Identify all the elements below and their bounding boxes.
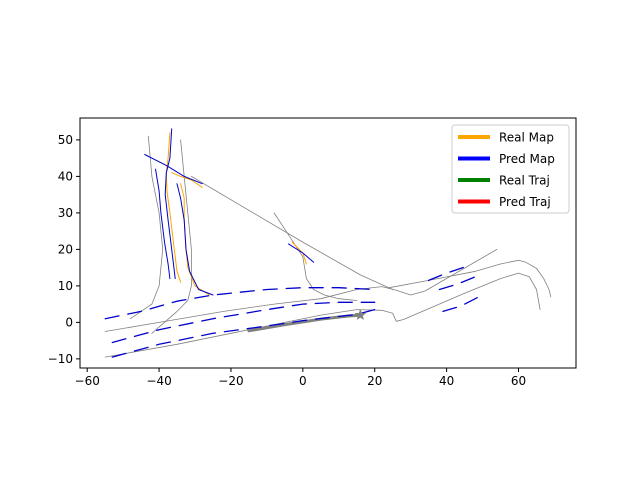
x-axis: −60 −40 −20 0 20 40 60	[75, 368, 526, 388]
series-real-map-9	[171, 172, 203, 188]
series-pred-map-13	[155, 168, 171, 280]
series-pred-map-14	[144, 154, 203, 185]
series-pred-map-dashed-18	[111, 301, 376, 344]
y-tick-label: 30	[58, 206, 73, 220]
series-pred-map-16	[288, 243, 315, 263]
legend-label-2: Real Traj	[499, 174, 550, 188]
series-context-lane-6	[151, 139, 192, 334]
series-context-lane-5	[129, 135, 164, 320]
x-tick-label: −20	[218, 374, 243, 388]
series-pred-map-15	[176, 183, 214, 296]
x-tick-label: 20	[367, 374, 382, 388]
y-tick-label: 50	[58, 133, 73, 147]
y-tick-label: 10	[58, 279, 73, 293]
series-real-map-8	[165, 132, 182, 283]
x-tick-label: −40	[146, 374, 171, 388]
x-tick-label: −60	[75, 374, 100, 388]
legend-label-1: Pred Map	[499, 152, 555, 166]
y-tick-label: 20	[58, 242, 73, 256]
marker-ego-position-0	[354, 308, 367, 321]
y-tick-label: −10	[48, 352, 73, 366]
x-tick-label: 40	[439, 374, 454, 388]
series-pred-map-dashed-20	[427, 265, 469, 282]
series-pred-map-dashed-21	[438, 276, 477, 291]
x-tick-label: 60	[511, 374, 526, 388]
series-pred-map-dashed-17	[104, 287, 376, 320]
legend-label-3: Pred Traj	[499, 195, 551, 209]
series-context-lane-4	[190, 175, 394, 290]
y-tick-label: 40	[58, 169, 73, 183]
series-pred-map-12	[164, 128, 176, 280]
series-pred-map-dashed-22	[442, 296, 480, 313]
y-tick-label: 0	[65, 315, 73, 329]
series-context-lane-7	[273, 212, 358, 301]
series-context-lane-1	[104, 248, 498, 332]
series-context-lane-3	[388, 259, 552, 298]
legend-label-0: Real Map	[499, 131, 554, 145]
y-axis: −10 0 10 20 30 40 50	[48, 133, 80, 366]
series-pred-map-dashed-19	[111, 308, 376, 358]
plot-frame	[79, 117, 577, 369]
legend: Real Map Pred Map Real Traj Pred Traj	[451, 124, 570, 214]
lines-layer	[104, 128, 552, 358]
legend-box	[451, 124, 570, 214]
markers-layer	[354, 308, 367, 321]
x-tick-label: 0	[299, 374, 307, 388]
